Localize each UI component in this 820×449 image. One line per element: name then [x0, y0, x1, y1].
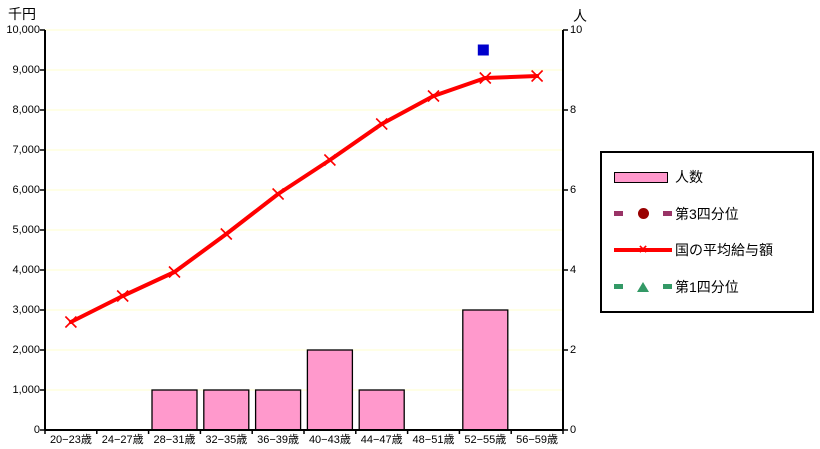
legend-item-q1[interactable]: 第1四分位 [602, 275, 812, 299]
x-marker-28−31歳 [168, 265, 181, 279]
right-tick-label: 8 [570, 104, 577, 116]
legend-label: 国の平均給与額 [675, 242, 773, 259]
bar-40−43歳[interactable] [306, 349, 354, 431]
legend-label: 人数 [675, 169, 703, 186]
dashed-triangle-marker-icon [614, 279, 672, 295]
legend-label: 第3四分位 [675, 205, 739, 222]
legend-item-average-salary[interactable]: × 国の平均給与額 [602, 238, 812, 262]
x-marker-56−59歳 [531, 69, 544, 83]
x-category-label: 56−59歳 [516, 434, 559, 446]
bar-28−31歳[interactable] [151, 389, 198, 431]
left-tick-label: 6,000 [12, 184, 40, 196]
left-tick-label: 3,000 [12, 304, 40, 316]
x-marker-52−55歳 [479, 71, 492, 85]
right-tick-label: 4 [570, 264, 577, 276]
left-tick-label: 10,000 [6, 24, 40, 36]
x-category-label: 40−43歳 [308, 434, 351, 446]
left-tick-label: 7,000 [12, 144, 40, 156]
bar-swatch-icon [614, 169, 672, 185]
legend-label: 第1四分位 [675, 278, 739, 295]
legend-item-q3[interactable]: 第3四分位 [602, 202, 812, 226]
x-marker-24−27歳 [116, 289, 129, 303]
left-tick-label: 9,000 [12, 64, 40, 76]
bar-36−39歳[interactable] [254, 389, 302, 431]
bar-44−47歳[interactable] [358, 389, 405, 431]
x-marker-20−23歳 [64, 315, 77, 329]
x-category-label: 36−39歳 [257, 434, 300, 446]
bar-52−55歳[interactable] [462, 309, 509, 431]
right-axis-title: 人 [573, 8, 587, 24]
x-category-label: 20−23歳 [49, 434, 92, 446]
x-category-label: 48−51歳 [412, 434, 455, 446]
x-category-label: 44−47歳 [360, 434, 403, 446]
left-tick-label: 5,000 [12, 224, 40, 236]
x-category-label: 52−55歳 [464, 434, 507, 446]
left-tick-label: 8,000 [12, 104, 40, 116]
blue-square-marker[interactable] [477, 44, 489, 56]
dashed-circle-marker-icon [614, 206, 672, 222]
legend-item-ninzu[interactable]: 人数 [602, 165, 812, 189]
x-marker-44−47歳 [375, 117, 388, 131]
x-marker-48−51歳 [427, 89, 440, 103]
bar-32−35歳[interactable] [203, 389, 250, 431]
x-marker-40−43歳 [323, 153, 336, 167]
left-axis-title: 千円 [8, 6, 36, 22]
x-marker-36−39歳 [272, 187, 285, 201]
left-tick-label: 2,000 [12, 344, 40, 356]
x-category-label: 32−35歳 [205, 434, 248, 446]
x-category-label: 24−27歳 [101, 434, 144, 446]
line-series-average-salary[interactable] [68, 74, 540, 324]
right-tick-label: 10 [570, 24, 583, 36]
x-marker-32−35歳 [220, 227, 233, 241]
right-tick-label: 2 [570, 344, 577, 356]
right-tick-label: 6 [570, 184, 577, 196]
x-category-label: 28−31歳 [153, 434, 196, 446]
legend: 人数 第3四分位 × 国の平均給与額 第1四分位 [600, 151, 814, 313]
red-line-x-marker-icon: × [614, 242, 672, 258]
left-tick-label: 1,000 [12, 384, 40, 396]
left-tick-label: 4,000 [12, 264, 40, 276]
left-tick-label: 0 [33, 424, 40, 436]
right-tick-label: 0 [570, 424, 577, 436]
